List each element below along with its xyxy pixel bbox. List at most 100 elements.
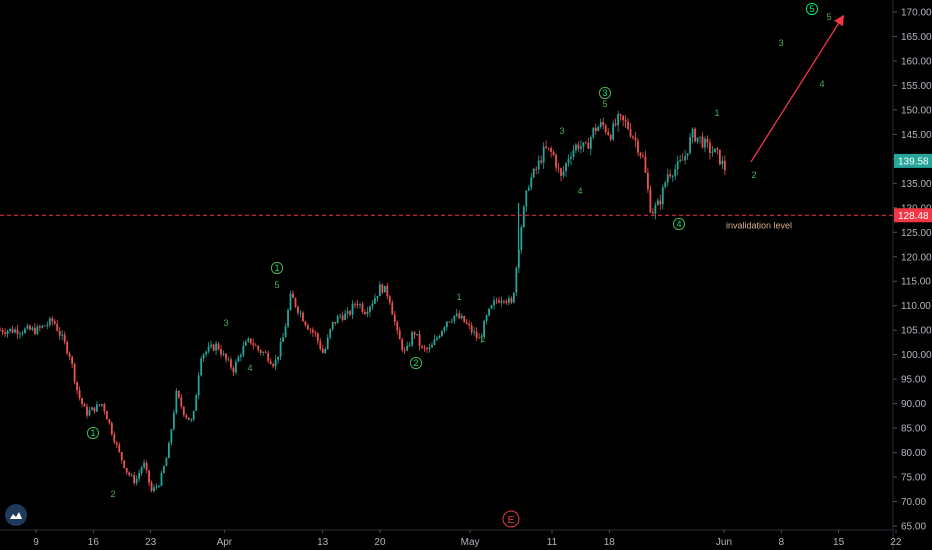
candle-body [612,123,615,140]
price-tick-label: 65.00 [901,522,926,533]
candle-body [334,321,337,324]
candle-body [704,138,706,148]
candle-body [329,329,332,338]
candle-body [359,304,361,306]
wave-label: 5 [602,99,607,109]
price-tick-label: 70.00 [901,497,926,508]
wave-label: 4 [819,79,824,89]
wave-label: 3 [559,126,564,136]
candle-body [614,123,617,126]
time-axis[interactable]: 9 16 23 Apr 13 20 May 11 18 Jun 8 15 22 [0,529,902,548]
price-tick-label: 95.00 [901,375,926,386]
candle-body [622,115,624,121]
wave-label-circled: 2 [413,358,418,368]
candle-body [344,313,347,321]
candle-body [180,397,183,407]
candle-body [632,136,634,138]
candle-body [671,176,674,178]
candle-body [438,336,441,338]
candle-body [649,189,652,213]
candle-body [406,345,409,351]
candle-body [532,168,535,178]
candle-body [195,395,198,411]
candle-body [411,332,414,346]
candle-body [321,348,324,353]
candle-body [381,284,384,293]
candle-body [289,293,292,311]
candle-body [711,152,714,154]
candle-body [617,114,620,126]
wave-label-circled: 1 [90,428,95,438]
price-tick-label: 105.00 [901,326,932,337]
candle-body [485,315,488,322]
candle-body [500,300,503,303]
candle-body [297,306,299,313]
projection-arrow[interactable] [750,14,845,163]
candle-body [455,313,458,316]
candle-body [138,473,141,479]
candle-body [259,350,262,353]
candle-body [4,332,7,335]
candle-body [267,352,270,362]
candle-body [254,345,257,347]
candle-body [383,285,386,293]
candle-body [562,171,565,176]
candle-body [557,167,560,169]
candle-body [386,285,389,297]
wave-label-circled: 1 [274,263,279,273]
candle-body [309,329,312,331]
candle-body [637,140,639,153]
candle-body [53,321,56,324]
price-tick-label: 100.00 [901,350,932,361]
candle-body [535,168,538,170]
candle-body [356,304,359,306]
candle-body [16,329,19,335]
price-axis[interactable]: 65.00 70.00 75.00 80.00 85.00 90.00 95.00 100.0… [892,0,932,550]
invalidation-price-tag [894,208,932,223]
earnings-event-marker[interactable] [502,510,520,528]
price-tick-label: 115.00 [901,277,931,288]
price-tick-label: 120.00 [901,252,932,263]
candle-body [413,332,416,335]
candle-body [453,315,456,321]
time-tick-label: 23 [145,537,157,548]
candle-body [36,326,39,334]
candle-body [24,328,26,334]
candle-body [235,361,237,373]
price-tick-label: 85.00 [901,424,926,435]
candle-body [550,148,553,152]
candle-body [113,434,116,443]
candle-body [222,353,225,355]
wave-circle [270,261,284,275]
candle-body [426,347,428,350]
candle-body [723,160,726,171]
candle-body [227,359,230,361]
time-tick-label: 16 [88,537,100,548]
price-tick-label: 135.00 [901,179,932,190]
candle-body [76,381,78,391]
wave-label: 3 [778,38,783,48]
candle-body [29,325,31,330]
candle-body [190,419,193,421]
candle-body [339,315,342,317]
candle-body [237,356,240,362]
wave-circle [672,217,686,231]
candle-body [202,354,205,359]
candle-body [83,403,86,407]
overlays-layer: invalidation level E [0,14,893,528]
candle-body [567,159,570,164]
price-tick-label: 90.00 [901,399,926,410]
time-tick-label: Apr [217,537,233,548]
brand-logo[interactable] [5,504,27,526]
candle-body [86,406,88,416]
candle-body [666,174,669,183]
candle-body [182,406,185,416]
candle-body [274,359,277,367]
candle-body [721,160,724,165]
time-tick-label: 13 [317,537,329,548]
wave-label-circled: 3 [602,88,607,98]
candle-body [88,410,91,416]
candle-body [41,325,44,328]
